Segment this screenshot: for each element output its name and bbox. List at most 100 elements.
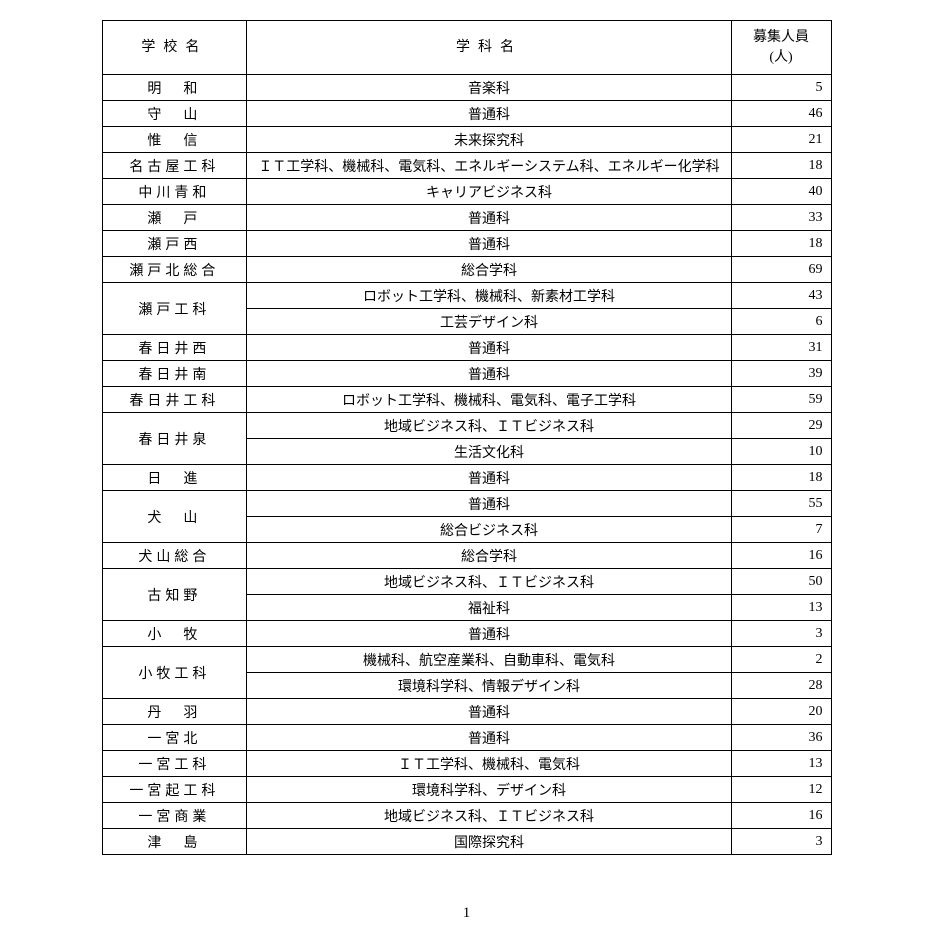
cell-department: 地域ビジネス科、ＩＴビジネス科 xyxy=(247,413,731,439)
header-row: 学校名 学科名 募集人員(人) xyxy=(102,21,831,75)
table-row: 犬 山普通科55 xyxy=(102,491,831,517)
recruitment-table: 学校名 学科名 募集人員(人) 明 和音楽科5守 山普通科46惟 信未来探究科2… xyxy=(102,20,832,855)
cell-department: 普通科 xyxy=(247,725,731,751)
cell-count: 13 xyxy=(731,751,831,777)
cell-count: 31 xyxy=(731,335,831,361)
cell-department: 機械科、航空産業科、自動車科、電気科 xyxy=(247,647,731,673)
table-row: 中川青和キャリアビジネス科40 xyxy=(102,179,831,205)
cell-department: 総合学科 xyxy=(247,257,731,283)
cell-count: 3 xyxy=(731,621,831,647)
cell-count: 39 xyxy=(731,361,831,387)
cell-department: 地域ビジネス科、ＩＴビジネス科 xyxy=(247,803,731,829)
cell-count: 7 xyxy=(731,517,831,543)
cell-count: 3 xyxy=(731,829,831,855)
cell-school: 瀬戸北総合 xyxy=(102,257,247,283)
cell-school: 春日井西 xyxy=(102,335,247,361)
table-row: 名古屋工科ＩＴ工学科、機械科、電気科、エネルギーシステム科、エネルギー化学科18 xyxy=(102,153,831,179)
cell-count: 18 xyxy=(731,231,831,257)
cell-count: 12 xyxy=(731,777,831,803)
table-row: 一宮工科ＩＴ工学科、機械科、電気科13 xyxy=(102,751,831,777)
page-number: 1 xyxy=(20,905,913,922)
table-container: 学校名 学科名 募集人員(人) 明 和音楽科5守 山普通科46惟 信未来探究科2… xyxy=(102,20,832,855)
cell-school: 古知野 xyxy=(102,569,247,621)
table-row: 瀬戸工科ロボット工学科、機械科、新素材工学科43 xyxy=(102,283,831,309)
table-row: 小 牧普通科3 xyxy=(102,621,831,647)
cell-department: 環境科学科、情報デザイン科 xyxy=(247,673,731,699)
cell-count: 36 xyxy=(731,725,831,751)
cell-count: 13 xyxy=(731,595,831,621)
cell-school: 惟 信 xyxy=(102,127,247,153)
cell-department: 地域ビジネス科、ＩＴビジネス科 xyxy=(247,569,731,595)
cell-school: 春日井泉 xyxy=(102,413,247,465)
cell-count: 29 xyxy=(731,413,831,439)
cell-department: 普通科 xyxy=(247,465,731,491)
cell-count: 20 xyxy=(731,699,831,725)
cell-count: 21 xyxy=(731,127,831,153)
cell-department: 工芸デザイン科 xyxy=(247,309,731,335)
cell-school: 一宮起工科 xyxy=(102,777,247,803)
cell-count: 55 xyxy=(731,491,831,517)
cell-department: 福祉科 xyxy=(247,595,731,621)
cell-department: 普通科 xyxy=(247,361,731,387)
cell-school: 瀬戸工科 xyxy=(102,283,247,335)
table-row: 守 山普通科46 xyxy=(102,101,831,127)
cell-department: 普通科 xyxy=(247,101,731,127)
cell-department: 普通科 xyxy=(247,335,731,361)
cell-count: 59 xyxy=(731,387,831,413)
cell-count: 50 xyxy=(731,569,831,595)
cell-school: 一宮北 xyxy=(102,725,247,751)
cell-count: 40 xyxy=(731,179,831,205)
cell-count: 18 xyxy=(731,465,831,491)
cell-count: 10 xyxy=(731,439,831,465)
table-row: 春日井南普通科39 xyxy=(102,361,831,387)
table-row: 瀬 戸普通科33 xyxy=(102,205,831,231)
cell-count: 69 xyxy=(731,257,831,283)
cell-school: 守 山 xyxy=(102,101,247,127)
cell-count: 46 xyxy=(731,101,831,127)
cell-school: 明 和 xyxy=(102,75,247,101)
cell-department: 総合ビジネス科 xyxy=(247,517,731,543)
cell-count: 16 xyxy=(731,803,831,829)
table-row: 瀬戸西普通科18 xyxy=(102,231,831,257)
cell-department: ロボット工学科、機械科、電気科、電子工学科 xyxy=(247,387,731,413)
table-row: 小牧工科機械科、航空産業科、自動車科、電気科2 xyxy=(102,647,831,673)
table-row: 一宮北普通科36 xyxy=(102,725,831,751)
cell-department: 未来探究科 xyxy=(247,127,731,153)
cell-school: 瀬戸西 xyxy=(102,231,247,257)
table-row: 惟 信未来探究科21 xyxy=(102,127,831,153)
table-row: 瀬戸北総合総合学科69 xyxy=(102,257,831,283)
cell-school: 一宮商業 xyxy=(102,803,247,829)
cell-school: 春日井工科 xyxy=(102,387,247,413)
cell-count: 2 xyxy=(731,647,831,673)
cell-department: ＩＴ工学科、機械科、電気科 xyxy=(247,751,731,777)
cell-school: 日 進 xyxy=(102,465,247,491)
cell-department: 普通科 xyxy=(247,699,731,725)
cell-count: 33 xyxy=(731,205,831,231)
cell-department: 国際探究科 xyxy=(247,829,731,855)
cell-school: 犬山総合 xyxy=(102,543,247,569)
cell-department: 普通科 xyxy=(247,231,731,257)
cell-school: 小牧工科 xyxy=(102,647,247,699)
header-count: 募集人員(人) xyxy=(731,21,831,75)
cell-school: 丹 羽 xyxy=(102,699,247,725)
cell-school: 瀬 戸 xyxy=(102,205,247,231)
cell-department: ＩＴ工学科、機械科、電気科、エネルギーシステム科、エネルギー化学科 xyxy=(247,153,731,179)
cell-school: 名古屋工科 xyxy=(102,153,247,179)
table-row: 一宮起工科環境科学科、デザイン科12 xyxy=(102,777,831,803)
cell-count: 43 xyxy=(731,283,831,309)
cell-department: 普通科 xyxy=(247,491,731,517)
table-row: 明 和音楽科5 xyxy=(102,75,831,101)
cell-department: ロボット工学科、機械科、新素材工学科 xyxy=(247,283,731,309)
cell-department: 音楽科 xyxy=(247,75,731,101)
cell-department: 環境科学科、デザイン科 xyxy=(247,777,731,803)
cell-department: キャリアビジネス科 xyxy=(247,179,731,205)
table-row: 古知野地域ビジネス科、ＩＴビジネス科50 xyxy=(102,569,831,595)
table-row: 丹 羽普通科20 xyxy=(102,699,831,725)
table-row: 春日井西普通科31 xyxy=(102,335,831,361)
cell-school: 犬 山 xyxy=(102,491,247,543)
header-department: 学科名 xyxy=(247,21,731,75)
table-row: 日 進普通科18 xyxy=(102,465,831,491)
header-school: 学校名 xyxy=(102,21,247,75)
table-row: 津 島国際探究科3 xyxy=(102,829,831,855)
cell-count: 16 xyxy=(731,543,831,569)
